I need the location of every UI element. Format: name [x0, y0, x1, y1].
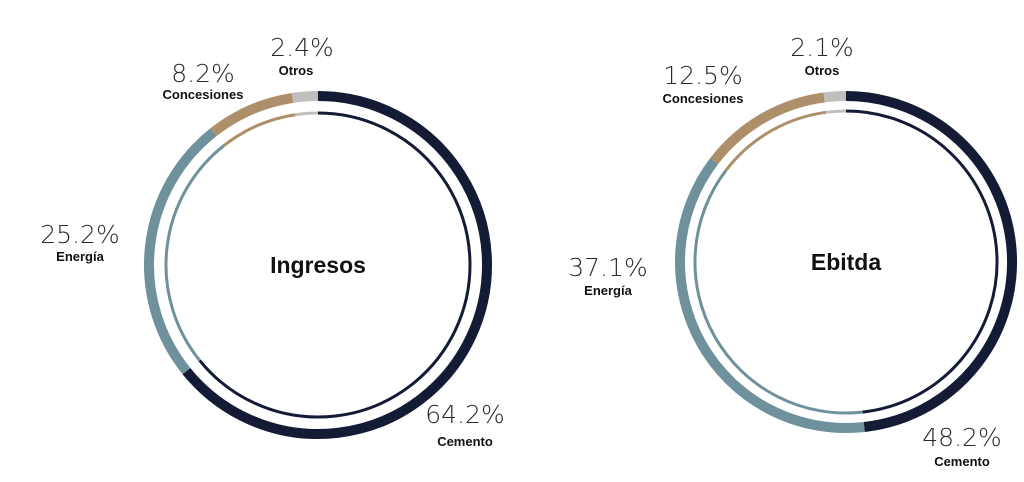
value-label-energia: 25.2%: [40, 220, 119, 249]
slice-cemento-inner: [198, 111, 472, 419]
category-label-energia: Energía: [584, 283, 632, 298]
cropped-caption-text: [30, 462, 36, 482]
category-label-concesiones: Concesiones: [163, 87, 244, 102]
slice-otros-inner: [294, 111, 319, 117]
slice-cemento-outer: [845, 91, 1017, 432]
value-label-cemento: 64.2%: [425, 400, 504, 429]
slice-otros-outer: [823, 91, 847, 103]
slice-energia-inner: [693, 169, 863, 415]
chart-center-title: Ebitda: [811, 249, 881, 275]
value-label-otros: 2.1%: [790, 33, 854, 62]
slice-energia-inner: [164, 144, 226, 362]
value-label-energia: 37.1%: [568, 253, 647, 282]
category-label-cemento: Cemento: [934, 454, 990, 469]
category-label-concesiones: Concesiones: [663, 91, 744, 106]
value-label-cemento: 48.2%: [922, 423, 1001, 452]
slice-concesiones-outer: [210, 92, 294, 137]
slice-concesiones-outer: [710, 92, 825, 165]
slice-energia-outer: [144, 128, 217, 375]
slice-energia-outer: [675, 158, 865, 433]
category-label-energia: Energía: [56, 249, 104, 264]
slice-cemento-inner: [845, 109, 999, 414]
slice-otros-inner: [825, 109, 847, 114]
category-label-otros: Otros: [279, 63, 314, 78]
value-label-otros: 2.4%: [270, 33, 334, 62]
slice-otros-outer: [291, 91, 319, 103]
ebitda-donut-chart: 48.2% Cemento 37.1%Energía 12.5%Concesiones…: [568, 33, 1017, 469]
slice-concesiones-inner: [724, 110, 827, 172]
value-label-concesiones: 12.5%: [663, 61, 742, 90]
chart-center-title: Ingresos: [270, 252, 366, 278]
value-label-concesiones: 8.2%: [171, 59, 235, 88]
slice-concesiones-inner: [223, 113, 296, 147]
slice-cemento-outer: [182, 91, 492, 439]
category-label-otros: Otros: [805, 63, 840, 78]
ingresos-donut-chart: 64.2% Cemento 25.2%Energía 8.2%Concesiones 2…: [40, 33, 504, 449]
category-label-cemento: Cemento: [437, 434, 493, 449]
